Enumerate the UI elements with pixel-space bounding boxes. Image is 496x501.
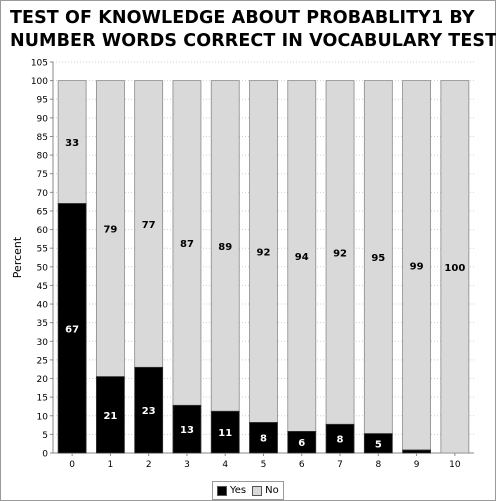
y-tick-label: 20 <box>37 375 49 385</box>
x-tick-label: 8 <box>375 460 381 470</box>
data-label-yes-8: 5 <box>375 439 382 450</box>
data-label-yes-0: 67 <box>65 324 79 335</box>
y-tick-label: 55 <box>37 245 48 255</box>
y-tick-label: 70 <box>37 189 49 199</box>
data-label-no-8: 95 <box>371 253 385 264</box>
y-tick-label: 50 <box>37 263 49 273</box>
y-tick-label: 30 <box>37 338 49 348</box>
y-tick-label: 100 <box>31 77 48 87</box>
data-label-no-3: 87 <box>180 239 194 250</box>
bar-no-10 <box>440 80 470 454</box>
x-tick-label: 4 <box>222 460 228 470</box>
legend-label-yes: Yes <box>230 485 247 496</box>
y-tick-label: 5 <box>42 431 48 441</box>
x-tick-label: 2 <box>146 460 152 470</box>
data-label-no-1: 79 <box>103 225 117 236</box>
bar-no-1 <box>96 80 125 378</box>
bar-no-0 <box>57 80 87 204</box>
legend-swatch-no <box>252 485 263 496</box>
y-tick-label: 105 <box>31 59 48 69</box>
bar-no-8 <box>363 80 393 435</box>
data-label-no-4: 89 <box>218 242 232 253</box>
legend-item-no: No <box>252 485 279 496</box>
y-tick-label: 35 <box>37 319 48 329</box>
data-label-no-9: 99 <box>410 261 424 272</box>
y-tick-label: 85 <box>37 133 48 143</box>
y-tick-label: 0 <box>42 450 48 460</box>
legend-swatch-yes <box>217 485 227 496</box>
data-label-yes-3: 13 <box>180 425 194 436</box>
y-tick-label: 15 <box>37 394 48 404</box>
y-tick-label: 60 <box>37 226 49 236</box>
chart-title: TEST OF KNOWLEDGE ABOUT PROBABLITY1 BY N… <box>10 7 496 53</box>
x-tick-label: 7 <box>337 460 343 470</box>
data-label-yes-4: 11 <box>218 428 232 439</box>
x-tick-label: 6 <box>299 460 305 470</box>
data-label-yes-2: 23 <box>142 406 156 417</box>
x-tick-label: 5 <box>261 460 267 470</box>
bar-yes-4 <box>210 410 240 454</box>
x-tick-label: 0 <box>69 460 75 470</box>
y-axis-label: Percent <box>11 236 24 278</box>
data-label-no-7: 92 <box>333 248 347 259</box>
data-label-yes-7: 8 <box>337 435 344 446</box>
data-label-no-0: 33 <box>65 138 79 149</box>
y-tick-label: 65 <box>37 207 48 217</box>
chart-title-line-1: TEST OF KNOWLEDGE ABOUT PROBABLITY1 BY <box>10 8 475 28</box>
bar-no-6 <box>287 80 317 432</box>
y-tick-label: 75 <box>37 170 48 180</box>
bar-no-3 <box>172 80 202 406</box>
x-tick-label: 9 <box>414 460 420 470</box>
y-tick-label: 95 <box>37 96 48 106</box>
data-label-no-10: 100 <box>444 263 465 274</box>
y-tick-label: 40 <box>37 301 49 311</box>
bar-no-5 <box>249 80 278 423</box>
legend-item-yes: Yes <box>217 485 246 496</box>
bar-no-9 <box>402 80 431 451</box>
y-tick-label: 90 <box>37 114 49 124</box>
chart-title-line-2: NUMBER WORDS CORRECT IN VOCABULARY TEST <box>10 31 496 51</box>
bar-no-4 <box>210 80 240 412</box>
legend-label-no: No <box>265 485 279 496</box>
x-tick-label: 10 <box>449 460 461 470</box>
bar-no-2 <box>134 80 164 368</box>
x-tick-label: 1 <box>108 460 114 470</box>
x-tick-label: 3 <box>184 460 190 470</box>
y-tick-label: 80 <box>37 152 49 162</box>
legend: Yes No <box>212 481 284 500</box>
bar-yes-5 <box>249 422 278 454</box>
bar-yes-3 <box>172 404 202 454</box>
data-label-no-6: 94 <box>295 252 309 263</box>
data-label-yes-6: 6 <box>298 438 305 449</box>
y-tick-label: 10 <box>37 412 49 422</box>
bar-yes-2 <box>134 366 164 454</box>
y-tick-label: 25 <box>37 356 48 366</box>
data-label-yes-5: 8 <box>260 434 267 445</box>
bar-no-7 <box>325 80 355 425</box>
data-label-no-2: 77 <box>142 220 156 231</box>
data-label-yes-1: 21 <box>103 411 117 422</box>
bar-yes-9 <box>402 449 431 454</box>
y-tick-label: 45 <box>37 282 48 292</box>
data-label-no-5: 92 <box>257 248 271 259</box>
bar-yes-7 <box>325 423 355 454</box>
